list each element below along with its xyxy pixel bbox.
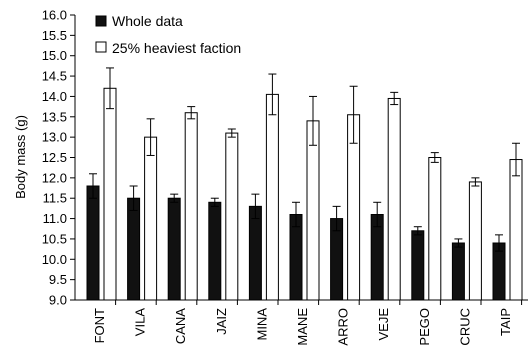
x-category-label: TAIP: [498, 308, 513, 336]
bar-whole-data: [370, 214, 384, 301]
y-tick-label: 15.0: [42, 48, 67, 63]
bar-heaviest-faction: [306, 120, 320, 301]
y-tick-label: 16.0: [42, 8, 67, 23]
legend-swatch-heaviest-faction: [95, 41, 107, 53]
y-tick-label: 13.5: [42, 109, 67, 124]
bar-whole-data: [127, 197, 141, 301]
bar-whole-data: [289, 214, 303, 301]
y-tick-label: 15.5: [42, 28, 67, 43]
y-tick-label: 12.5: [42, 150, 67, 165]
bar-heaviest-faction: [184, 112, 198, 301]
bar-heaviest-faction: [265, 93, 279, 301]
legend-swatch-whole-data: [95, 15, 107, 27]
bar-heaviest-faction: [509, 159, 523, 301]
bar-whole-data: [86, 185, 100, 301]
bar-whole-data: [451, 242, 465, 301]
y-tick-label: 9.5: [49, 272, 67, 287]
y-tick-label: 11.5: [43, 191, 67, 206]
y-tick-label: 12.0: [42, 170, 67, 185]
x-category-label: VEJE: [376, 308, 391, 341]
bar-heaviest-faction: [387, 97, 401, 301]
bar-heaviest-faction: [468, 181, 482, 301]
x-category-label: PEGO: [417, 308, 432, 346]
y-tick-label: 14.0: [42, 89, 67, 104]
y-tick-label: 10.0: [42, 252, 67, 267]
bar-heaviest-faction: [428, 157, 442, 301]
x-category-label: MANE: [295, 308, 310, 346]
bar-whole-data: [411, 230, 425, 301]
bar-whole-data: [248, 205, 262, 301]
plot-area: 9.0 9.5 10.0 10.5 11.0 11.5 12.0 12.5 13.0 13.5 14…: [42, 8, 528, 346]
y-tick-label: 13.0: [42, 130, 67, 145]
y-tick-label: 11.0: [43, 211, 67, 226]
bar-whole-data: [167, 197, 181, 301]
legend-label-whole-data: Whole data: [112, 13, 183, 29]
y-tick-label: 14.5: [42, 69, 67, 84]
y-axis-label: Body mass (g): [13, 115, 28, 199]
bar-heaviest-faction: [144, 136, 158, 301]
x-category-label: VILA: [133, 308, 148, 337]
x-category-label: CRUC: [457, 308, 472, 346]
x-category-label: JAIZ: [214, 308, 229, 335]
bar-whole-data: [208, 201, 222, 301]
bar-heaviest-faction: [225, 132, 239, 301]
y-tick-label: 10.5: [42, 231, 67, 246]
x-category-label: FONT: [92, 308, 107, 343]
x-category-label: ARRO: [336, 308, 351, 346]
x-category-label: CANA: [173, 308, 188, 344]
bar-heaviest-faction: [103, 87, 117, 301]
legend-label-heaviest-faction: 25% heaviest faction: [112, 40, 241, 56]
legend: Whole data 25% heaviest faction: [95, 13, 241, 56]
x-category-label: MINA: [254, 308, 269, 341]
y-tick-label: 9.0: [49, 293, 67, 308]
